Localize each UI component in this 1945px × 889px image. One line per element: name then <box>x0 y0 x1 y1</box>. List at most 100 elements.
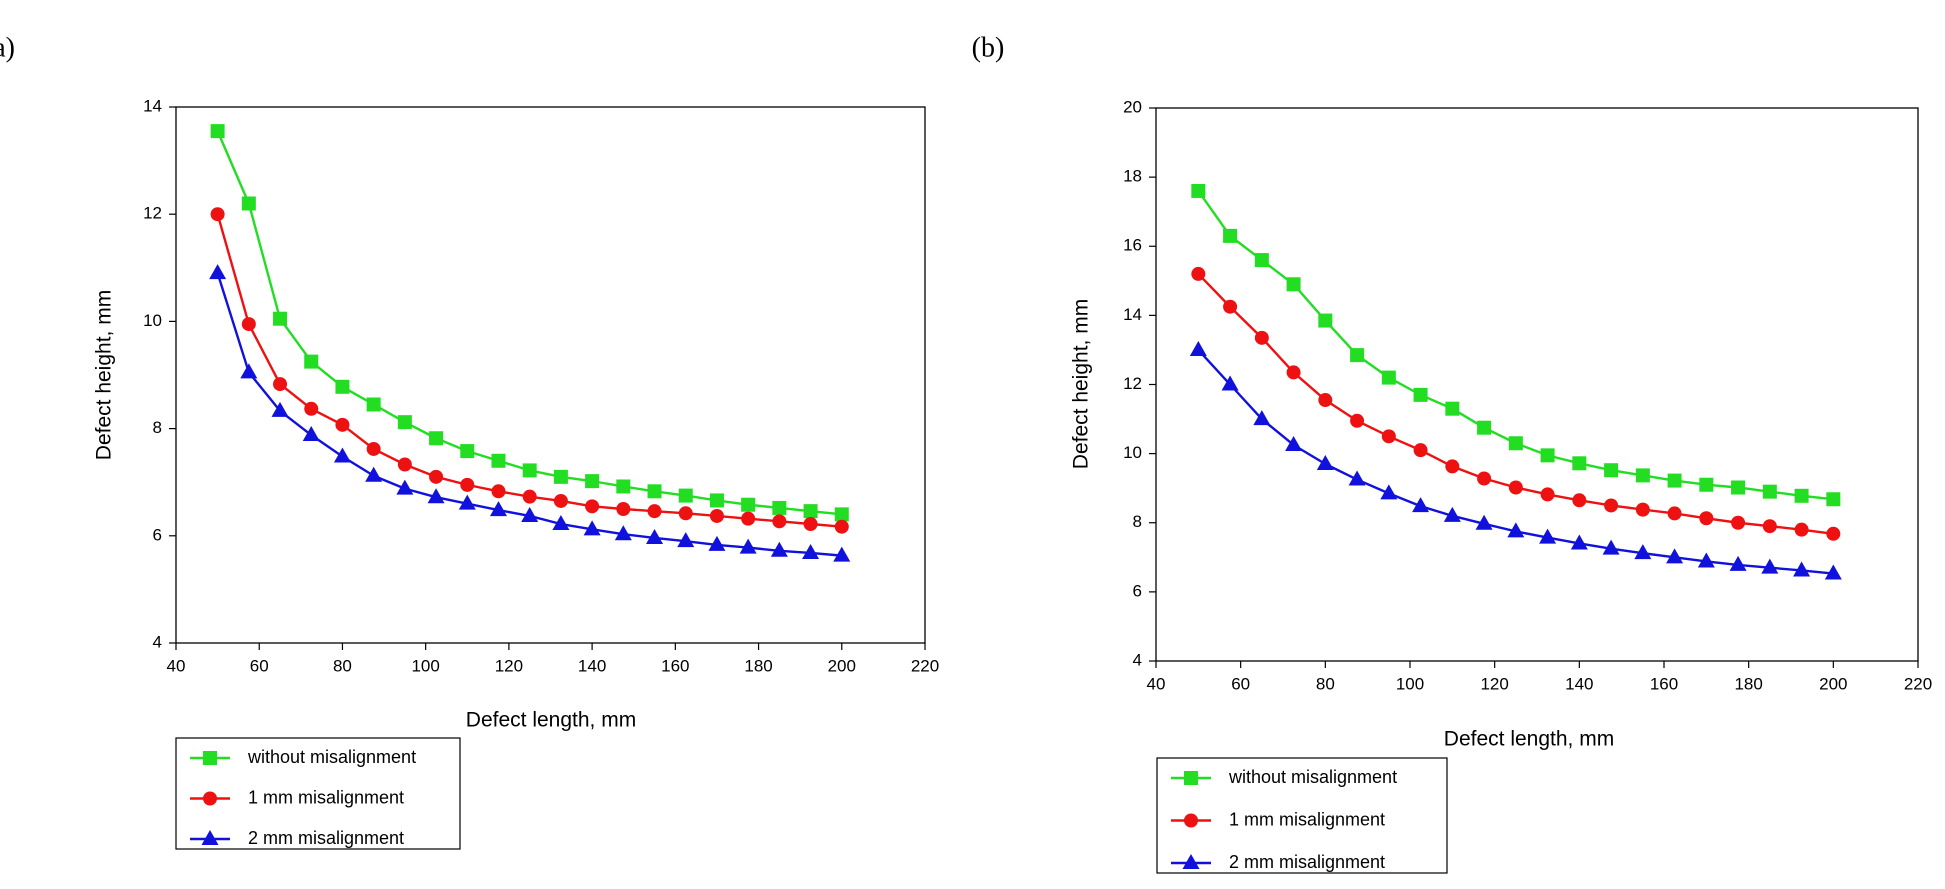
marker <box>1699 477 1714 492</box>
marker <box>397 415 412 430</box>
marker <box>646 528 664 544</box>
marker <box>1381 370 1396 385</box>
marker <box>708 535 726 551</box>
marker <box>335 379 350 394</box>
marker <box>1412 497 1430 513</box>
marker <box>1191 266 1206 281</box>
y-tick-label: 18 <box>1123 167 1142 186</box>
marker <box>1254 330 1269 345</box>
x-tick-label: 160 <box>1650 674 1678 693</box>
x-tick-label: 160 <box>661 656 689 675</box>
marker <box>677 532 695 548</box>
marker <box>491 484 506 499</box>
x-tick-label: 220 <box>1904 674 1932 693</box>
marker <box>201 830 219 845</box>
marker <box>678 506 693 521</box>
marker <box>1254 253 1269 268</box>
marker <box>1253 410 1271 426</box>
x-tick-label: 60 <box>250 656 269 675</box>
marker <box>1539 528 1557 544</box>
x-tick-label: 200 <box>1819 674 1847 693</box>
marker <box>333 447 351 463</box>
marker <box>1182 854 1200 869</box>
x-tick-label: 80 <box>333 656 352 675</box>
x-tick-label: 120 <box>495 656 523 675</box>
marker <box>273 311 288 326</box>
legend-label: 1 mm misalignment <box>1229 809 1385 829</box>
marker <box>709 493 724 508</box>
series-line <box>1197 273 1834 535</box>
marker <box>741 497 756 512</box>
marker <box>458 494 476 510</box>
x-tick-label: 140 <box>578 656 606 675</box>
legend-label: without misalignment <box>1228 767 1397 787</box>
marker <box>429 431 444 446</box>
y-tick-label: 6 <box>1133 581 1142 600</box>
x-tick-label: 140 <box>1565 674 1593 693</box>
series-line <box>216 213 842 528</box>
x-tick-label: 120 <box>1480 674 1508 693</box>
y-tick-label: 8 <box>1133 512 1142 531</box>
x-tick-label: 220 <box>911 656 939 675</box>
legend-label: without misalignment <box>247 747 416 767</box>
x-tick-label: 100 <box>411 656 439 675</box>
marker <box>1191 183 1206 198</box>
marker <box>1604 463 1619 478</box>
marker <box>209 264 227 280</box>
y-tick-label: 12 <box>1123 374 1142 393</box>
marker <box>1413 443 1428 458</box>
marker <box>1286 365 1301 380</box>
marker <box>833 546 851 562</box>
marker <box>585 499 600 514</box>
y-axis-title: Defect height, mm <box>93 290 116 460</box>
marker <box>397 457 412 472</box>
marker <box>1477 471 1492 486</box>
series-line <box>1197 349 1834 575</box>
y-tick-label: 14 <box>143 96 162 115</box>
marker <box>552 515 570 531</box>
marker <box>1699 511 1714 526</box>
marker <box>1794 522 1809 537</box>
marker <box>271 401 289 417</box>
legend-label: 2 mm misalignment <box>248 828 404 848</box>
plot-frame <box>175 106 926 644</box>
marker <box>1731 480 1746 495</box>
marker <box>396 479 414 495</box>
marker <box>521 506 539 522</box>
marker <box>1667 506 1682 521</box>
chart-panel: (b) 40 60 80 100 120 140 160 180 200 220 4 6 8 10 12 14 1… <box>972 32 1932 874</box>
y-tick-label: 16 <box>1123 236 1142 255</box>
marker <box>304 401 319 416</box>
x-tick-label: 40 <box>1147 674 1166 693</box>
marker <box>1507 522 1525 538</box>
marker <box>1540 487 1555 502</box>
marker <box>1666 548 1684 564</box>
panel-label: (b) <box>972 32 1005 63</box>
marker <box>741 511 756 526</box>
marker <box>1223 299 1238 314</box>
marker <box>335 417 350 432</box>
y-axis-title: Defect height, mm <box>1070 299 1093 469</box>
y-tick-label: 8 <box>153 418 162 437</box>
marker <box>1475 514 1493 530</box>
marker <box>1413 387 1428 402</box>
marker <box>241 196 256 211</box>
marker <box>304 354 319 369</box>
marker <box>803 504 818 519</box>
marker <box>1223 228 1238 243</box>
plot-frame <box>1155 107 1919 662</box>
x-tick-label: 180 <box>1734 674 1762 693</box>
marker <box>1761 558 1779 574</box>
marker <box>1445 401 1460 416</box>
marker <box>772 514 787 529</box>
marker <box>1604 498 1619 513</box>
x-axis-title: Defect length, mm <box>1444 728 1614 751</box>
marker <box>366 441 381 456</box>
marker <box>1697 552 1715 568</box>
marker <box>616 502 631 516</box>
marker <box>583 520 601 536</box>
legend-box <box>175 737 461 850</box>
marker <box>273 377 288 392</box>
legend-label: 2 mm misalignment <box>1229 852 1385 872</box>
